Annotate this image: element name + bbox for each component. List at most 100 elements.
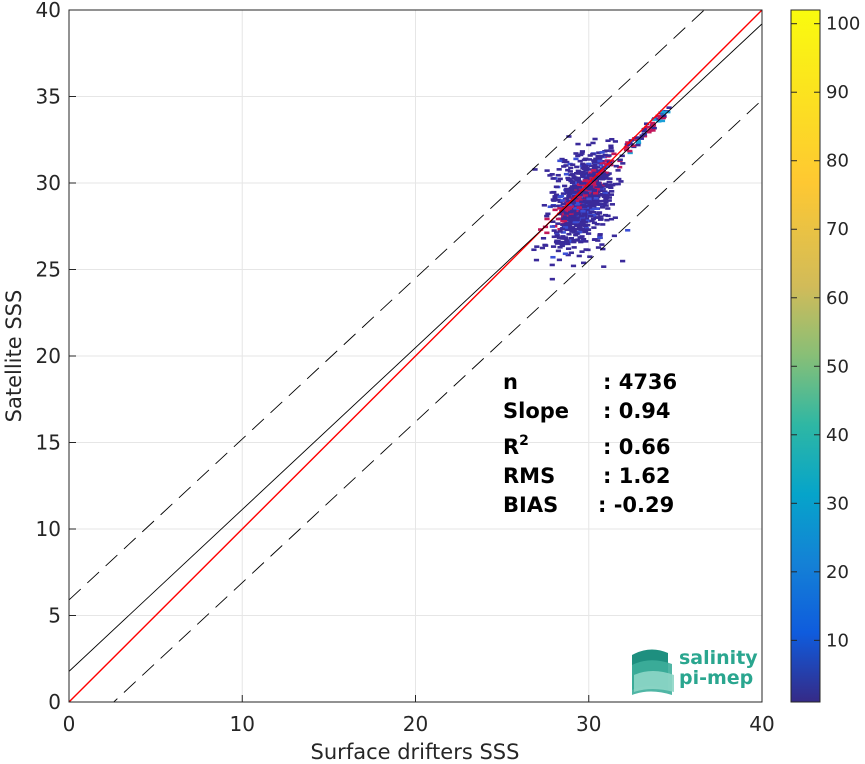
density-cell [576,185,582,189]
density-cell [590,181,596,185]
density-cell [601,155,607,159]
colorbar-ticks: 10 20 30 40 50 60 70 80 90 100 [791,14,860,651]
density-cell [583,240,589,243]
stat-label: RMS [503,464,555,488]
density-cell [598,189,604,193]
density-cell [551,199,557,202]
y-tick-label: 20 [36,344,61,368]
density-cell [595,216,601,219]
density-cell [557,212,563,216]
density-cell [587,185,594,188]
density-cell [586,162,592,166]
density-cell [592,183,599,187]
density-cell [561,165,567,168]
density-cell [602,153,608,157]
density-cell [599,187,605,191]
density-cell [571,228,577,232]
density-cell [616,177,622,181]
density-cell [569,208,575,211]
density-cell [587,202,593,206]
x-tick-label: 30 [576,712,601,736]
density-cell [643,122,650,126]
density-cell [551,235,557,239]
density-cell [560,199,566,202]
density-cell [562,226,569,229]
density-cell [555,173,561,177]
density-cell [594,177,600,181]
density-cell [602,213,609,217]
density-cell [580,186,586,189]
density-cell [583,207,590,210]
density-cell [570,173,576,176]
colorbar-tick-label: 20 [826,562,849,583]
density-cell [593,202,600,206]
density-cell [650,121,656,125]
density-cell [565,222,571,225]
density-cell [635,141,642,145]
density-cell [571,195,577,198]
y-tick-label: 40 [36,0,61,22]
density-cell [613,164,619,168]
density-cell [571,214,577,218]
density-cell [551,229,557,232]
density-cell [549,225,556,228]
density-cell [605,207,611,210]
density-cell [618,180,624,183]
density-cell [576,206,582,209]
density-cell [596,151,602,154]
density-cell [599,161,605,165]
density-cell [631,144,637,148]
density-cell [595,239,601,242]
density-cell [573,233,579,237]
density-cell [596,182,602,186]
density-cell [573,157,579,161]
density-cell [588,194,594,197]
density-cell [560,223,566,227]
stat-label: R2 [503,433,529,459]
density-cell [557,207,563,210]
density-cell [651,118,657,121]
density-cell [549,277,555,281]
density-cell [565,242,571,246]
density-cell [588,200,595,204]
stat-value: : -0.29 [598,493,674,517]
density-cell [660,116,666,120]
density-cell [544,169,550,172]
density-cell [571,238,577,242]
density-cell [568,251,574,255]
density-cell [570,264,577,268]
x-tick-label: 20 [403,712,428,736]
density-cell [547,174,553,177]
density-cell [570,163,576,167]
density-cell [598,163,604,167]
density-cell [611,234,617,238]
density-cell [609,137,615,141]
density-cell [566,232,572,236]
density-cell [560,192,567,195]
density-cell [565,253,571,257]
density-cell [554,234,560,237]
density-cell [591,166,598,170]
density-cell [580,237,587,241]
density-cell [591,226,597,229]
density-cell [555,217,562,221]
density-cell [575,154,581,158]
density-cell [655,114,661,118]
density-cell [591,169,597,172]
x-axis-label: Surface drifters SSS [311,740,520,764]
density-cell [615,182,621,186]
density-cell [564,160,570,164]
density-cell [647,126,653,129]
density-cell [647,129,653,132]
density-cell [592,171,598,174]
density-cell [600,169,606,173]
density-cell [596,211,603,214]
density-cell [569,188,576,191]
density-cell [565,176,571,180]
density-cell [633,136,640,139]
y-tick-label: 30 [36,171,61,195]
density-cell [553,204,560,208]
density-cell [591,204,597,208]
density-cell [588,214,594,218]
